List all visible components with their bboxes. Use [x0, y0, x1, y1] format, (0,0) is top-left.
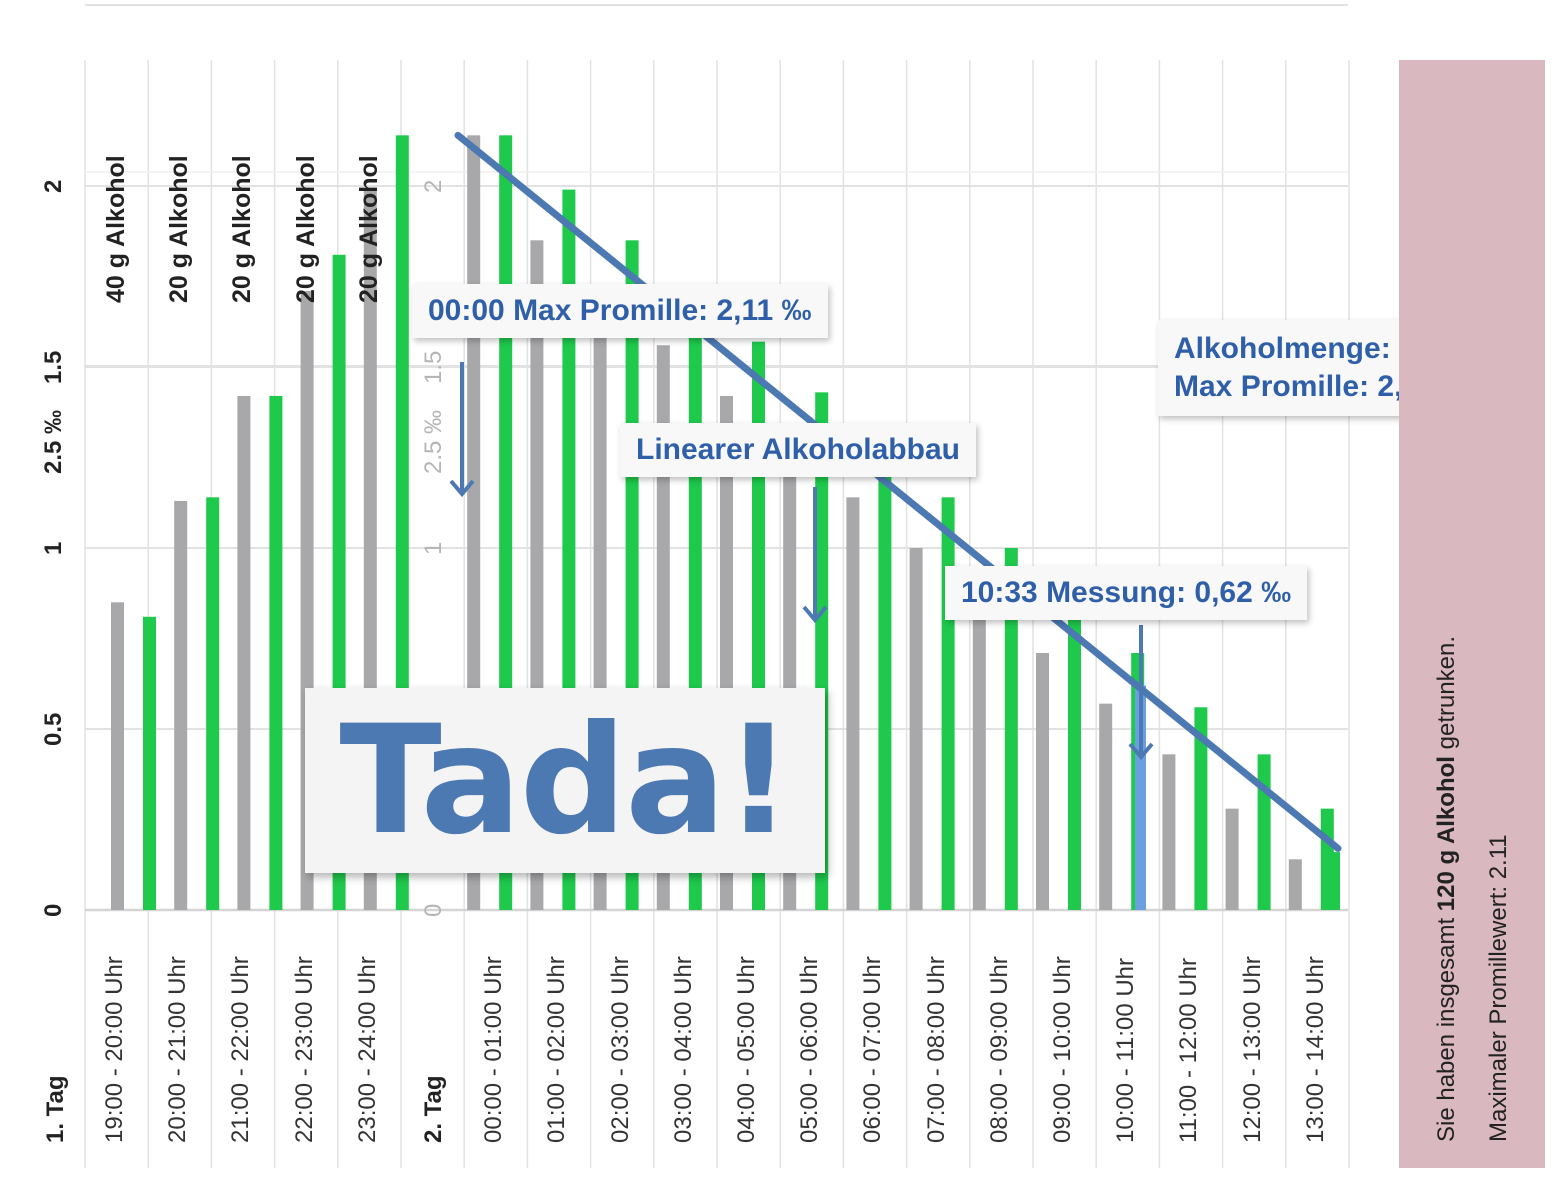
bar-green [1257, 754, 1271, 910]
summary-total-amount: 120 g Alkohol [1433, 756, 1460, 912]
measurement-callout: 10:33 Messung: 0,62 ‰ [945, 566, 1308, 620]
day-label-2: 2. Tag [420, 1075, 447, 1143]
y-axis-unit-label: 2.5 ‰ [40, 409, 67, 474]
max-promille-callout: 00:00 Max Promille: 2,11 ‰ [412, 284, 828, 338]
bar-green [878, 446, 892, 910]
time-slot-label: 06:00 - 07:00 Uhr [859, 956, 887, 1143]
bar-gray [846, 497, 860, 910]
measurement-bar [1135, 685, 1146, 910]
y-tick-label: 1 [40, 541, 67, 555]
bar-green [941, 497, 955, 910]
alcohol-amount-label: 20 g Alkohol [354, 155, 383, 303]
time-slot-label: 03:00 - 04:00 Uhr [669, 956, 697, 1143]
y-tick-label: 2 [40, 179, 67, 193]
time-slot-label: 11:00 - 12:00 Uhr [1175, 957, 1203, 1143]
alcohol-amount-label: 20 g Alkohol [228, 155, 257, 303]
time-slot-label: 01:00 - 02:00 Uhr [543, 956, 571, 1143]
bar-gray [1225, 808, 1239, 910]
bar-gray [237, 395, 251, 911]
time-slot-label: 07:00 - 08:00 Uhr [922, 956, 950, 1143]
bar-green [1327, 852, 1340, 910]
alcohol-amount-label: 40 g Alkohol [102, 155, 130, 303]
summary-total: Sie haben insgesamt 120 g Alkohol getrun… [1433, 636, 1461, 1142]
time-slot-label: 23:00 - 24:00 Uhr [353, 956, 381, 1143]
linear-decay-callout: Linearer Alkoholabbau [620, 423, 976, 477]
tada-overlay: Tada! [305, 688, 825, 873]
time-slot-label: 08:00 - 09:00 Uhr [985, 956, 1013, 1143]
bar-gray [1162, 754, 1176, 910]
summary-total-pre: Sie haben insgesamt [1433, 911, 1460, 1142]
y-tick-label-day2: 1 [420, 541, 447, 555]
time-slot-label: 00:00 - 01:00 Uhr [480, 956, 508, 1143]
y-tick-label-day2: 0 [420, 903, 447, 917]
time-slot-label: 13:00 - 14:00 Uhr [1301, 956, 1329, 1143]
y-axis-unit-label-day2: 2.5 ‰ [420, 409, 447, 474]
bar-gray [174, 500, 188, 910]
bar-green [206, 497, 220, 910]
y-tick-label-day2: 1.5 [420, 350, 447, 384]
time-slot-label: 09:00 - 10:00 Uhr [1049, 956, 1076, 1143]
time-slot-label: 02:00 - 03:00 Uhr [606, 956, 634, 1143]
trend-layer [454, 131, 1342, 852]
bar-green [269, 395, 283, 911]
bar-green [1194, 707, 1208, 910]
alcohol-amount-label: 20 g Alkohol [165, 155, 194, 303]
time-slot-label: 05:00 - 06:00 Uhr [796, 956, 824, 1143]
y-tick-label: 0 [40, 903, 67, 917]
time-slot-label: 04:00 - 05:00 Uhr [733, 956, 760, 1143]
bar-green [1068, 602, 1081, 910]
bar-gray [972, 602, 986, 910]
time-slot-label: 19:00 - 20:00 Uhr [101, 956, 128, 1143]
y-tick-label-day2: 2 [420, 179, 447, 193]
day-label-1: 1. Tag [42, 1075, 69, 1143]
bar-green [143, 616, 156, 910]
bar-gray [909, 548, 923, 910]
summary-total-post: getrunken. [1433, 635, 1460, 757]
time-slot-label: 20:00 - 21:00 Uhr [164, 956, 192, 1143]
summary-max: Maximaler Promillewert: 2.11 [1485, 834, 1512, 1142]
bar-gray [111, 602, 124, 910]
time-slot-label: 10:00 - 11:00 Uhr [1112, 957, 1140, 1143]
bar-gray [1288, 859, 1302, 910]
arrow-head [449, 479, 475, 498]
summary-panel: Sie haben insgesamt 120 g Alkohol getrun… [1399, 60, 1545, 1168]
time-slot-label: 22:00 - 23:00 Uhr [290, 956, 318, 1143]
bar-gray [1099, 703, 1113, 910]
y-tick-label: 0.5 [40, 712, 67, 746]
time-slot-label: 12:00 - 13:00 Uhr [1238, 956, 1266, 1143]
bar-gray [1036, 652, 1049, 910]
alcohol-amount-label: 20 g Alkohol [291, 155, 320, 303]
arrow-head [802, 605, 828, 624]
arrow-head [1128, 742, 1154, 761]
linear-decay-line [454, 131, 1342, 852]
time-slot-label: 21:00 - 22:00 Uhr [227, 956, 255, 1143]
y-tick-label: 1.5 [40, 350, 67, 384]
bar-green [1004, 548, 1018, 910]
